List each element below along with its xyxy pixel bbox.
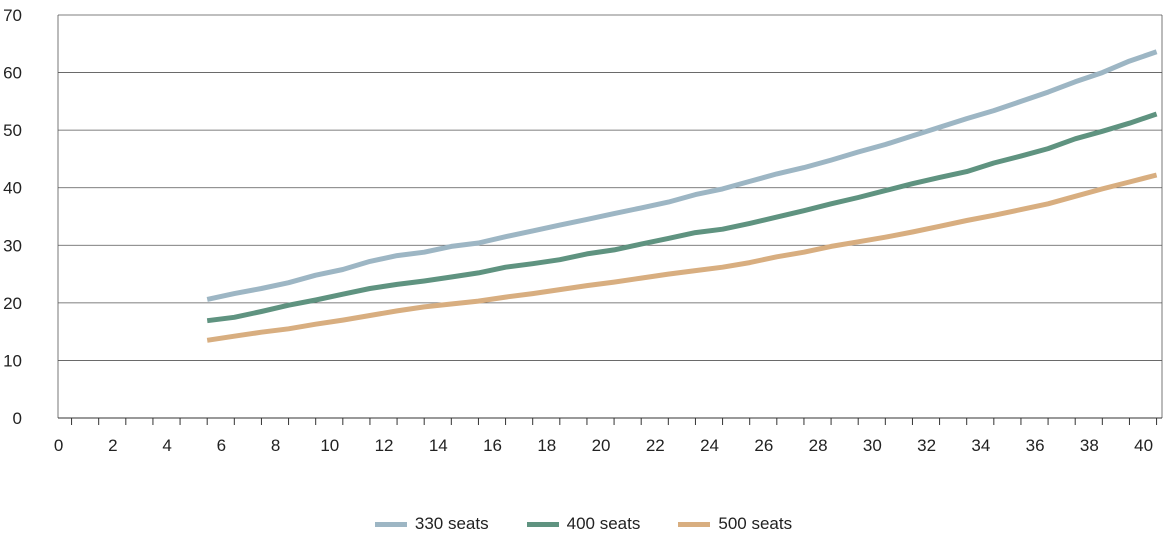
x-tick-label-12: 12 [375,436,394,455]
x-tick-label-32: 32 [917,436,936,455]
x-tick-label-16: 16 [483,436,502,455]
grid [58,14,1162,361]
series-line-500-seats [206,172,1158,343]
x-tick-label-34: 34 [971,436,990,455]
legend-swatch-500-seats [678,521,711,527]
legend-swatch-330-seats [374,521,407,527]
series-lines [206,49,1158,343]
legend-item-400-seats: 400 seats [526,514,641,534]
legend-item-500-seats: 500 seats [678,514,792,534]
x-tick-label-24: 24 [700,436,719,455]
x-tick-label-0: 0 [54,436,63,455]
legend-label-500-seats: 500 seats [718,514,793,533]
x-tick-label-18: 18 [537,436,556,455]
x-tick-label-22: 22 [646,436,665,455]
y-tick-label-70: 70 [3,6,22,25]
y-tick-label-40: 40 [3,179,22,198]
y-tick-label-30: 30 [3,236,22,255]
x-tick-label-4: 4 [162,436,171,455]
legend-label-400-seats: 400 seats [566,514,641,533]
y-tick-label-50: 50 [3,121,22,140]
series-line-400-seats [206,111,1158,324]
x-tick-label-26: 26 [754,436,773,455]
legend-label-330-seats: 330 seats [414,514,489,533]
x-tick-label-38: 38 [1080,436,1099,455]
x-tick-label-40: 40 [1134,436,1153,455]
x-tick-label-14: 14 [429,436,448,455]
series-line-330-seats [206,49,1158,302]
y-tick-label-60: 60 [3,64,22,83]
x-tick-label-30: 30 [863,436,882,455]
y-tick-label-20: 20 [3,294,22,313]
y-tick-label-10: 10 [3,351,22,370]
x-tick-label-2: 2 [108,436,117,455]
x-tick-label-36: 36 [1026,436,1045,455]
x-tick-label-6: 6 [217,436,226,455]
x-tick-label-20: 20 [592,436,611,455]
x-tick-label-28: 28 [809,436,828,455]
legend-item-330-seats: 330 seats [374,514,489,534]
y-tick-label-0: 0 [13,409,22,428]
legend: 330 seats 400 seats 500 seats [0,514,1167,534]
x-tick-label-10: 10 [320,436,339,455]
x-tick-label-8: 8 [271,436,280,455]
legend-swatch-400-seats [526,521,559,527]
